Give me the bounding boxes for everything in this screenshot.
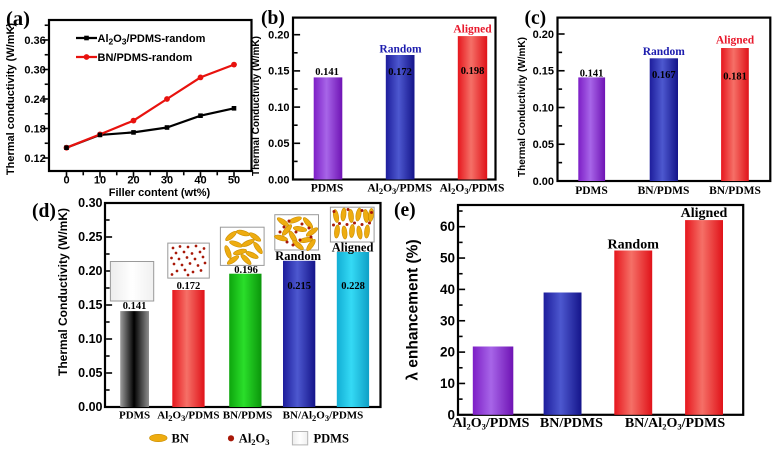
svg-text:Aligned: Aligned <box>453 24 492 36</box>
svg-text:0.00: 0.00 <box>533 176 554 188</box>
svg-text:0.15: 0.15 <box>268 66 289 78</box>
svg-text:Al2​O3​/PDMS: Al2​O3​/PDMS <box>440 183 505 197</box>
svg-text:0.18: 0.18 <box>24 123 45 135</box>
svg-text:0.05: 0.05 <box>78 366 102 380</box>
svg-text:0.141: 0.141 <box>315 67 339 78</box>
svg-text:Aligned: Aligned <box>332 241 374 255</box>
svg-text:Al2​O3​/PDMS: Al2​O3​/PDMS <box>453 416 530 432</box>
svg-text:0.172: 0.172 <box>177 281 201 292</box>
svg-text:0.10: 0.10 <box>533 102 554 114</box>
svg-text:0.05: 0.05 <box>533 139 554 151</box>
svg-text:0.36: 0.36 <box>24 35 45 47</box>
svg-text:PDMS: PDMS <box>314 431 349 445</box>
svg-text:40: 40 <box>440 282 455 297</box>
svg-text:PDMS: PDMS <box>119 409 150 421</box>
svg-text:20: 20 <box>440 345 455 360</box>
svg-text:20: 20 <box>127 174 139 186</box>
svg-text:30: 30 <box>161 174 173 186</box>
svg-text:Random: Random <box>608 237 660 252</box>
svg-text:30: 30 <box>440 313 455 328</box>
svg-text:0.198: 0.198 <box>461 66 485 77</box>
svg-text:0.20: 0.20 <box>268 30 289 42</box>
svg-text:λ enhancement (%): λ enhancement (%) <box>405 239 422 380</box>
svg-text:0.20: 0.20 <box>533 29 554 41</box>
svg-text:BN/PDMS-random: BN/PDMS-random <box>98 52 193 64</box>
svg-text:Thermal Conductivity (W/mK): Thermal Conductivity (W/mK) <box>517 37 528 177</box>
svg-text:50: 50 <box>228 174 240 186</box>
svg-text:0.215: 0.215 <box>287 281 311 292</box>
svg-text:0.30: 0.30 <box>78 196 102 210</box>
svg-text:0.10: 0.10 <box>268 102 289 114</box>
svg-text:BN/PDMS: BN/PDMS <box>638 185 690 197</box>
svg-text:PDMS: PDMS <box>575 185 608 197</box>
svg-text:0.00: 0.00 <box>78 400 102 414</box>
svg-text:Random: Random <box>379 43 422 55</box>
svg-text:BN/Al2​O3​/PDMS: BN/Al2​O3​/PDMS <box>283 409 364 423</box>
svg-text:BN/Al2​O3​/PDMS: BN/Al2​O3​/PDMS <box>625 416 726 432</box>
svg-text:0: 0 <box>447 407 455 422</box>
svg-text:Al2​O3​/PDMS: Al2​O3​/PDMS <box>157 409 219 423</box>
svg-text:BN/PDMS: BN/PDMS <box>223 409 273 421</box>
svg-text:0.00: 0.00 <box>268 174 289 186</box>
svg-text:40: 40 <box>194 174 206 186</box>
svg-text:0.141: 0.141 <box>580 68 604 79</box>
svg-text:0.05: 0.05 <box>268 138 289 150</box>
svg-text:Random: Random <box>275 249 321 263</box>
svg-text:Aligned: Aligned <box>716 35 755 47</box>
svg-text:Thermal Conductivity (W/mK): Thermal Conductivity (W/mK) <box>56 208 70 376</box>
svg-text:(b): (b) <box>261 8 285 29</box>
svg-text:0.25: 0.25 <box>78 230 102 244</box>
svg-text:0.12: 0.12 <box>24 153 45 165</box>
svg-text:0.141: 0.141 <box>123 301 147 312</box>
svg-text:0: 0 <box>63 174 69 186</box>
svg-text:0.15: 0.15 <box>78 298 102 312</box>
svg-text:0.10: 0.10 <box>78 332 102 346</box>
svg-text:10: 10 <box>440 376 455 391</box>
svg-text:BN/PDMS: BN/PDMS <box>709 185 761 197</box>
svg-text:10: 10 <box>94 174 106 186</box>
svg-text:PDMS: PDMS <box>311 183 344 195</box>
svg-text:Thermal conductivity (W/mK): Thermal conductivity (W/mK) <box>5 23 17 176</box>
svg-text:(d): (d) <box>32 201 56 222</box>
svg-text:Thermal Conductivity (W/mK): Thermal Conductivity (W/mK) <box>251 36 262 176</box>
svg-text:60: 60 <box>440 219 455 234</box>
svg-text:(c): (c) <box>525 8 547 29</box>
svg-text:0.228: 0.228 <box>341 281 365 292</box>
svg-text:0.15: 0.15 <box>533 66 554 78</box>
svg-text:0.181: 0.181 <box>723 71 747 82</box>
svg-text:Filler content (wt%): Filler content (wt%) <box>109 187 211 199</box>
svg-text:0.172: 0.172 <box>388 67 412 78</box>
svg-text:Al2​O3​: Al2​O3​ <box>239 431 270 447</box>
svg-text:Aligned: Aligned <box>681 206 728 221</box>
svg-text:Al2​O3​/PDMS: Al2​O3​/PDMS <box>367 183 432 197</box>
svg-text:0.24: 0.24 <box>24 94 46 106</box>
svg-text:0.167: 0.167 <box>652 70 676 81</box>
svg-text:0.30: 0.30 <box>24 64 45 76</box>
svg-text:0.196: 0.196 <box>234 265 258 276</box>
svg-text:Random: Random <box>643 46 686 58</box>
svg-text:BN: BN <box>172 431 189 445</box>
svg-text:(e): (e) <box>394 200 416 221</box>
svg-text:Al2​O3​/PDMS-random: Al2​O3​/PDMS-random <box>98 33 206 47</box>
svg-text:(a): (a) <box>6 8 30 30</box>
svg-text:0.20: 0.20 <box>78 264 102 278</box>
svg-text:50: 50 <box>440 251 455 266</box>
svg-text:BN/PDMS: BN/PDMS <box>540 416 603 431</box>
